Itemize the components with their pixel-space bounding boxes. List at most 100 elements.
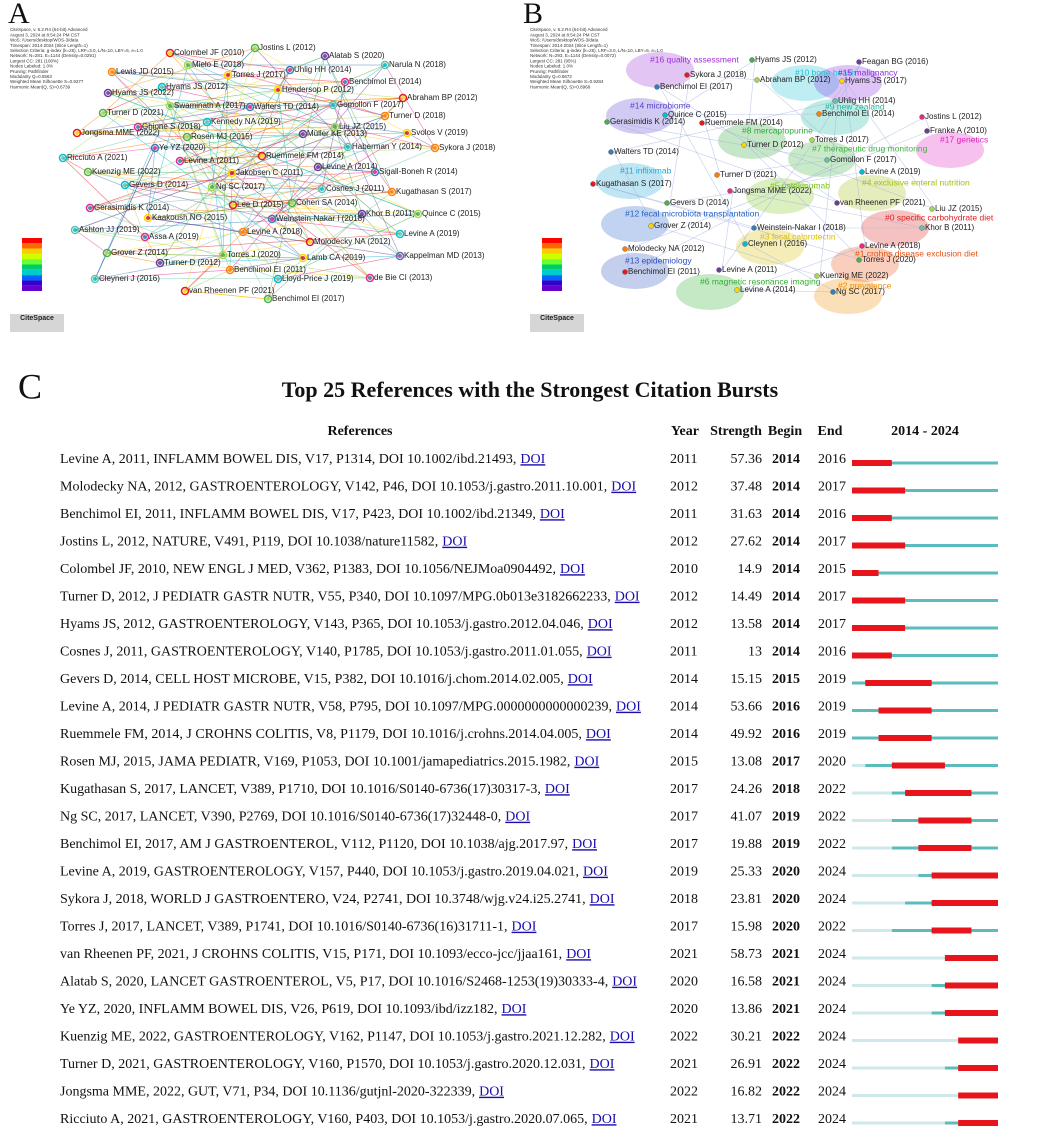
meta-text: WoS: /Users/desktop/WOS-3/data <box>10 38 79 43</box>
doi-link[interactable]: DOI <box>590 1057 615 1072</box>
node <box>175 156 185 166</box>
doi-link[interactable]: DOI <box>545 782 570 797</box>
node-core <box>308 240 312 244</box>
edge <box>746 59 756 146</box>
reference: Levine A, 2011, INFLAMM BOWEL DIS, V17, … <box>60 452 516 467</box>
burst-bar <box>918 845 972 851</box>
node-label: Kuenzig ME (2022) <box>92 167 161 176</box>
edge <box>277 213 419 280</box>
legend-swatch <box>542 238 562 244</box>
edge <box>147 64 189 219</box>
panel-letter: B <box>523 0 543 30</box>
meta-text: Network: N=293, E=1144 (Density=0.0072) <box>530 53 616 58</box>
doi-link[interactable]: DOI <box>568 672 593 687</box>
doi-link[interactable]: DOI <box>572 837 597 852</box>
node-core <box>146 216 150 220</box>
edge <box>261 147 436 157</box>
burst-bar <box>852 487 906 494</box>
doi-link[interactable]: DOI <box>612 975 637 990</box>
edge <box>406 132 436 149</box>
edge <box>332 104 393 193</box>
strength: 14.49 <box>731 590 763 605</box>
node-label: Jongsma MME (2022) <box>81 128 160 137</box>
edge <box>102 52 171 114</box>
legend-swatch <box>22 285 42 291</box>
node-label: Levine A (2014) <box>740 285 796 294</box>
edge <box>74 229 108 254</box>
node <box>273 274 283 284</box>
doi-link[interactable]: DOI <box>540 507 565 522</box>
node-label: Hendersop P (2012) <box>282 85 354 94</box>
year: 2018 <box>670 892 698 907</box>
doi-link[interactable]: DOI <box>616 700 641 715</box>
doi-link[interactable]: DOI <box>502 1002 527 1017</box>
year: 2012 <box>670 617 698 632</box>
doi-link[interactable]: DOI <box>512 920 537 935</box>
doi-link[interactable]: DOI <box>442 535 467 550</box>
year: 2011 <box>670 645 697 660</box>
doi-link[interactable]: DOI <box>560 562 585 577</box>
doi-link[interactable]: DOI <box>586 727 611 742</box>
node <box>814 273 820 279</box>
node-label: Ng SC (2017) <box>836 287 885 296</box>
burst-bar <box>878 707 932 714</box>
node-core <box>241 230 245 234</box>
doi-link[interactable]: DOI <box>479 1085 504 1100</box>
meta-text: Weighted Mean Silhouette S=0.9277 <box>10 79 84 84</box>
doi-link[interactable]: DOI <box>588 617 613 632</box>
cluster-label: #12 fecal microbiota transplantation <box>625 208 759 218</box>
doi-link[interactable]: DOI <box>587 645 612 660</box>
doi-link[interactable]: DOI <box>520 452 545 467</box>
doi-link[interactable]: DOI <box>566 947 591 962</box>
legend-swatch <box>22 269 42 276</box>
node-core <box>301 132 305 136</box>
doi-link[interactable]: DOI <box>611 480 636 495</box>
reference: Benchimol EI, 2017, AM J GASTROENTEROL, … <box>60 837 568 852</box>
edge <box>102 112 304 259</box>
edge <box>924 116 931 132</box>
edge <box>669 74 691 204</box>
node-label: Jongsma MME (2022) <box>733 186 812 195</box>
doi-link[interactable]: DOI <box>592 1112 617 1127</box>
year: 2012 <box>670 480 698 495</box>
reference: Torres J, 2017, LANCET, V389, P1741, DOI… <box>60 920 508 935</box>
edge <box>94 147 156 280</box>
edge <box>206 121 401 257</box>
node-core <box>320 187 324 191</box>
edge <box>267 55 326 300</box>
node <box>72 128 82 138</box>
node-core <box>368 276 372 280</box>
doi-link[interactable]: DOI <box>590 892 615 907</box>
node-label: Kugathasan S (2017) <box>396 187 472 196</box>
node-core <box>168 51 172 55</box>
node-label: Kuenzig ME (2022) <box>820 271 889 280</box>
edge <box>291 202 311 243</box>
burst-bar <box>931 872 998 879</box>
end: 2022 <box>818 920 846 935</box>
doi-link[interactable]: DOI <box>615 590 640 605</box>
edge <box>111 71 208 123</box>
edge <box>124 184 146 238</box>
node-label: Levine A (2018) <box>865 241 921 250</box>
begin: 2022 <box>772 1112 800 1127</box>
meta-text: Harmonic Mean(Q, S)=0.8968 <box>530 84 591 89</box>
doi-link[interactable]: DOI <box>574 755 599 770</box>
cluster-label: #16 quality assessment <box>650 54 739 64</box>
cluster-label: #15 malignancy <box>838 67 898 77</box>
edge <box>137 55 326 128</box>
strength: 41.07 <box>731 810 763 825</box>
doi-link[interactable]: DOI <box>505 810 530 825</box>
year: 2010 <box>670 562 698 577</box>
year: 2017 <box>670 782 698 797</box>
edge <box>317 166 419 215</box>
doi-link[interactable]: DOI <box>610 1030 635 1045</box>
node <box>395 229 405 239</box>
timeline-before <box>852 1039 959 1042</box>
doi-link[interactable]: DOI <box>583 865 608 880</box>
year: 2011 <box>670 452 697 467</box>
node <box>207 182 217 192</box>
year: 2021 <box>670 1057 698 1072</box>
node-core <box>205 120 209 124</box>
edge <box>613 100 839 153</box>
node <box>225 265 235 275</box>
